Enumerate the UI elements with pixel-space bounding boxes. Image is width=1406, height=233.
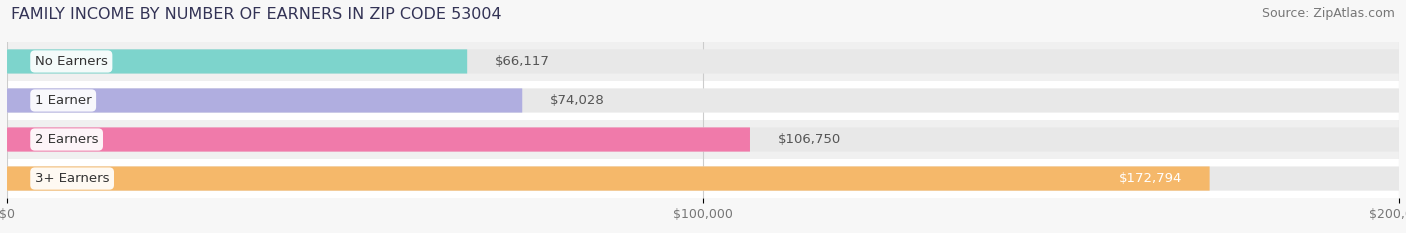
Text: FAMILY INCOME BY NUMBER OF EARNERS IN ZIP CODE 53004: FAMILY INCOME BY NUMBER OF EARNERS IN ZI…	[11, 7, 502, 22]
FancyBboxPatch shape	[7, 120, 1399, 159]
FancyBboxPatch shape	[7, 166, 1399, 191]
FancyBboxPatch shape	[7, 88, 522, 113]
Text: 3+ Earners: 3+ Earners	[35, 172, 110, 185]
Text: Source: ZipAtlas.com: Source: ZipAtlas.com	[1261, 7, 1395, 20]
Text: 1 Earner: 1 Earner	[35, 94, 91, 107]
Text: $66,117: $66,117	[495, 55, 550, 68]
Text: $74,028: $74,028	[550, 94, 605, 107]
FancyBboxPatch shape	[7, 88, 1399, 113]
FancyBboxPatch shape	[7, 81, 1399, 120]
FancyBboxPatch shape	[7, 49, 1399, 74]
FancyBboxPatch shape	[7, 159, 1399, 198]
FancyBboxPatch shape	[7, 127, 1399, 152]
FancyBboxPatch shape	[7, 42, 1399, 81]
Text: 2 Earners: 2 Earners	[35, 133, 98, 146]
FancyBboxPatch shape	[7, 127, 749, 152]
FancyBboxPatch shape	[7, 49, 467, 74]
Text: $172,794: $172,794	[1118, 172, 1182, 185]
Text: $106,750: $106,750	[778, 133, 841, 146]
FancyBboxPatch shape	[7, 166, 1209, 191]
Text: No Earners: No Earners	[35, 55, 108, 68]
